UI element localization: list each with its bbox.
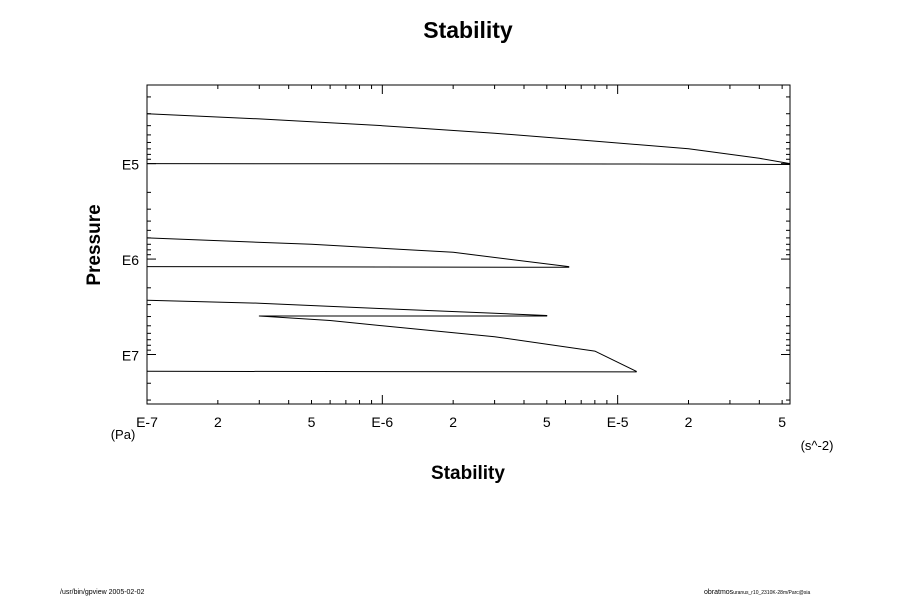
series-line-1	[146, 113, 791, 165]
series-line-3	[146, 299, 637, 373]
ticks-group	[146, 85, 790, 404]
x-axis-title: Stability	[431, 463, 505, 484]
x-tick-label: 5	[308, 414, 316, 430]
tick-labels-group: E-7 2 5 E-6 2 5 E-5 2 5 E5 E6 E7	[122, 157, 786, 430]
y-tick-label: E5	[122, 157, 139, 173]
x-tick-label: 2	[214, 414, 222, 430]
y-tick-label: E6	[122, 252, 139, 268]
footer-right-main: obratmos	[704, 589, 734, 596]
y-axis-title: Pressure	[84, 204, 105, 285]
y-tick-label: E7	[122, 348, 139, 364]
x-tick-label: E-6	[371, 414, 393, 430]
x-tick-label: 5	[778, 414, 786, 430]
x-tick-label: 2	[685, 414, 693, 430]
footer-right-sub: uranus_r10_2310K-28m/Parc@sia	[733, 590, 811, 596]
plot-frame	[146, 84, 791, 405]
footer-left: /usr/bin/gpview 2005-02-02	[60, 589, 145, 596]
footer-right: obratmosuranus_r10_2310K-28m/Parc@sia	[704, 589, 810, 596]
chart-title: Stability	[423, 17, 513, 43]
x-unit-label: (s^-2)	[801, 438, 834, 453]
series-group	[146, 113, 791, 373]
x-tick-label: 2	[449, 414, 457, 430]
x-tick-label: E-5	[607, 414, 629, 430]
y-unit-label: (Pa)	[111, 427, 136, 442]
x-tick-label: E-7	[136, 414, 158, 430]
x-tick-label: 5	[543, 414, 551, 430]
series-line-2	[146, 237, 570, 268]
